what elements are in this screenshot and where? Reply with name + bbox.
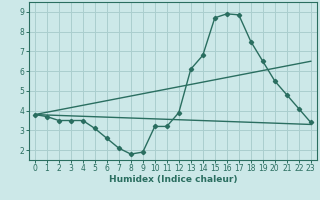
X-axis label: Humidex (Indice chaleur): Humidex (Indice chaleur): [108, 175, 237, 184]
